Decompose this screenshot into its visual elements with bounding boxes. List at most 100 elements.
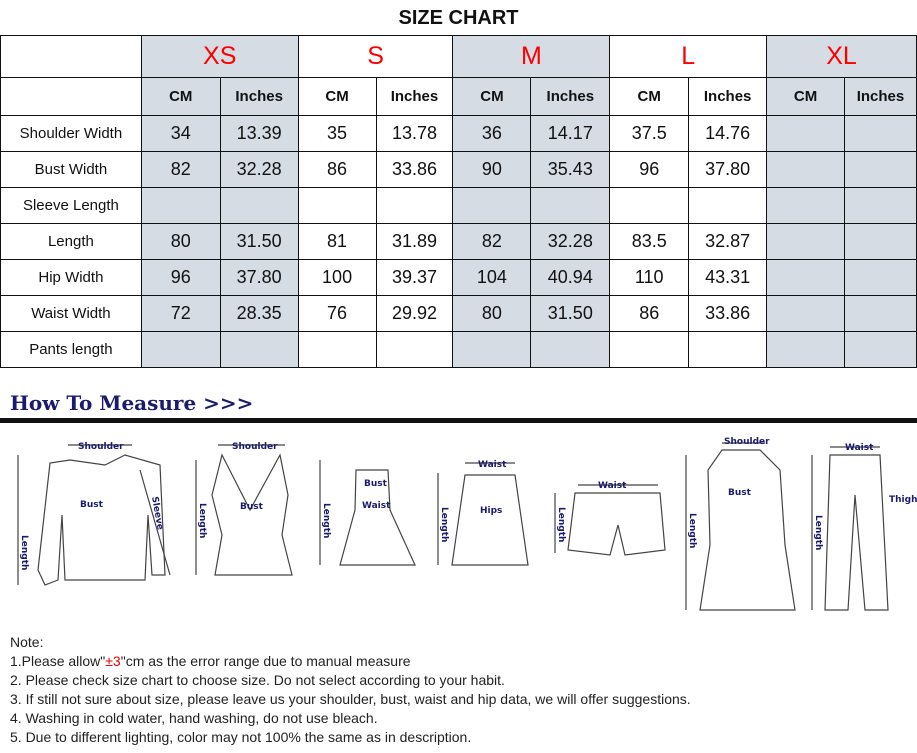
value-cell [530, 331, 611, 368]
divider [0, 418, 917, 423]
value-cell [530, 187, 611, 224]
svg-text:Length: Length [687, 513, 697, 548]
value-cell [766, 115, 845, 152]
table-row: Shoulder Width 34 13.39 35 13.78 36 14.17 37.5 1… [0, 115, 917, 152]
value-cell: 29.92 [375, 295, 454, 332]
svg-text:Shoulder: Shoulder [232, 442, 278, 452]
value-cell: 13.39 [219, 115, 299, 152]
svg-text:Length: Length [439, 507, 449, 542]
unit-header: CM [297, 77, 377, 116]
value-cell: 33.86 [375, 151, 454, 188]
value-cell: 82 [452, 223, 532, 260]
value-cell: 31.50 [530, 295, 611, 332]
shorts-illustration: Waist Length [554, 481, 666, 556]
row-label: Sleeve Length [0, 187, 142, 224]
value-cell: 110 [609, 259, 690, 296]
unit-header-row: CM Inches CM Inches CM Inches CM Inches CM Inches [0, 77, 917, 116]
svg-text:Bust: Bust [728, 488, 752, 498]
value-cell: 37.80 [219, 259, 299, 296]
value-cell [766, 151, 845, 188]
size-table: XS S M L XL CM Inches CM Inches CM Inches CM Inches C… [0, 35, 917, 368]
empty-cell [0, 35, 142, 78]
value-cell [843, 331, 917, 368]
value-cell: 36 [452, 115, 532, 152]
value-cell: 32.28 [219, 151, 299, 188]
table-row: Waist Width 72 28.35 76 29.92 80 31.50 86 33.86 [0, 295, 917, 332]
value-cell: 39.37 [375, 259, 454, 296]
unit-header: CM [609, 77, 690, 116]
table-row: Hip Width 96 37.80 100 39.37 104 40.94 110 43.31 [0, 259, 917, 296]
unit-header: Inches [688, 77, 768, 116]
table-row: Pants length [0, 331, 917, 368]
size-xs-header: XS [140, 35, 299, 78]
value-cell: 100 [297, 259, 377, 296]
svg-text:Length: Length [19, 535, 29, 570]
value-cell [843, 151, 917, 188]
note-5: 5. Due to different lighting, color may … [10, 729, 472, 745]
coat-illustration: Shoulder Bust Length [685, 437, 796, 611]
unit-header: Inches [530, 77, 611, 116]
svg-text:Waist: Waist [845, 443, 874, 453]
value-cell [297, 331, 377, 368]
value-cell [452, 331, 532, 368]
unit-header: Inches [375, 77, 454, 116]
svg-text:Shoulder: Shoulder [724, 437, 770, 447]
value-cell: 72 [140, 295, 221, 332]
value-cell: 82 [140, 151, 221, 188]
value-cell: 32.87 [688, 223, 768, 260]
value-cell: 13.78 [375, 115, 454, 152]
measurement-illustrations: Shoulder Bust Length Sleeve Shoulder Bus… [17, 437, 917, 611]
value-cell [843, 187, 917, 224]
size-m-header: M [452, 35, 611, 78]
svg-text:Bust: Bust [364, 479, 388, 489]
svg-text:Waist: Waist [598, 481, 627, 491]
value-cell [766, 295, 845, 332]
value-cell [843, 259, 917, 296]
value-cell [219, 331, 299, 368]
svg-text:Length: Length [556, 507, 566, 542]
svg-text:Sleeve: Sleeve [149, 496, 165, 531]
value-cell: 37.5 [609, 115, 690, 152]
size-s-header: S [297, 35, 454, 78]
empty-cell [0, 77, 142, 116]
value-cell [140, 331, 221, 368]
unit-header: CM [140, 77, 221, 116]
value-cell: 33.86 [688, 295, 768, 332]
row-label: Bust Width [0, 151, 142, 188]
note-1: 1.Please allow"±3"cm as the error range … [10, 653, 411, 669]
value-cell [375, 331, 454, 368]
notes-heading: Note: [10, 634, 44, 650]
pants-illustration: Waist Thigh Length [811, 443, 917, 611]
size-chart-title: SIZE CHART [398, 7, 519, 29]
svg-text:Length: Length [197, 503, 207, 538]
row-label: Shoulder Width [0, 115, 142, 152]
how-to-measure-heading: How To Measure >>> [10, 391, 254, 415]
value-cell: 40.94 [530, 259, 611, 296]
dress-illustration: Bust Waist Length [319, 460, 416, 566]
value-cell [766, 223, 845, 260]
skirt-illustration: Waist Hips Length [437, 460, 529, 566]
value-cell: 81 [297, 223, 377, 260]
value-cell: 14.17 [530, 115, 611, 152]
note-2: 2. Please check size chart to choose siz… [10, 672, 505, 688]
value-cell: 90 [452, 151, 532, 188]
row-label: Waist Width [0, 295, 142, 332]
svg-text:Hips: Hips [480, 506, 502, 516]
value-cell: 86 [609, 295, 690, 332]
value-cell [843, 223, 917, 260]
value-cell [688, 331, 768, 368]
value-cell: 32.28 [530, 223, 611, 260]
unit-header: CM [452, 77, 532, 116]
note-4: 4. Washing in cold water, hand washing, … [10, 710, 378, 726]
table-row: Length 80 31.50 81 31.89 82 32.28 83.5 32.87 [0, 223, 917, 260]
value-cell [375, 187, 454, 224]
svg-text:Thigh: Thigh [889, 495, 917, 505]
value-cell [452, 187, 532, 224]
value-cell: 34 [140, 115, 221, 152]
row-label: Hip Width [0, 259, 142, 296]
blouse-illustration: Shoulder Bust Length Sleeve [17, 442, 171, 586]
svg-text:Length: Length [321, 503, 331, 538]
value-cell: 28.35 [219, 295, 299, 332]
top-illustration: Shoulder Bust Length [195, 442, 293, 576]
size-header-row: XS S M L XL [0, 35, 917, 78]
